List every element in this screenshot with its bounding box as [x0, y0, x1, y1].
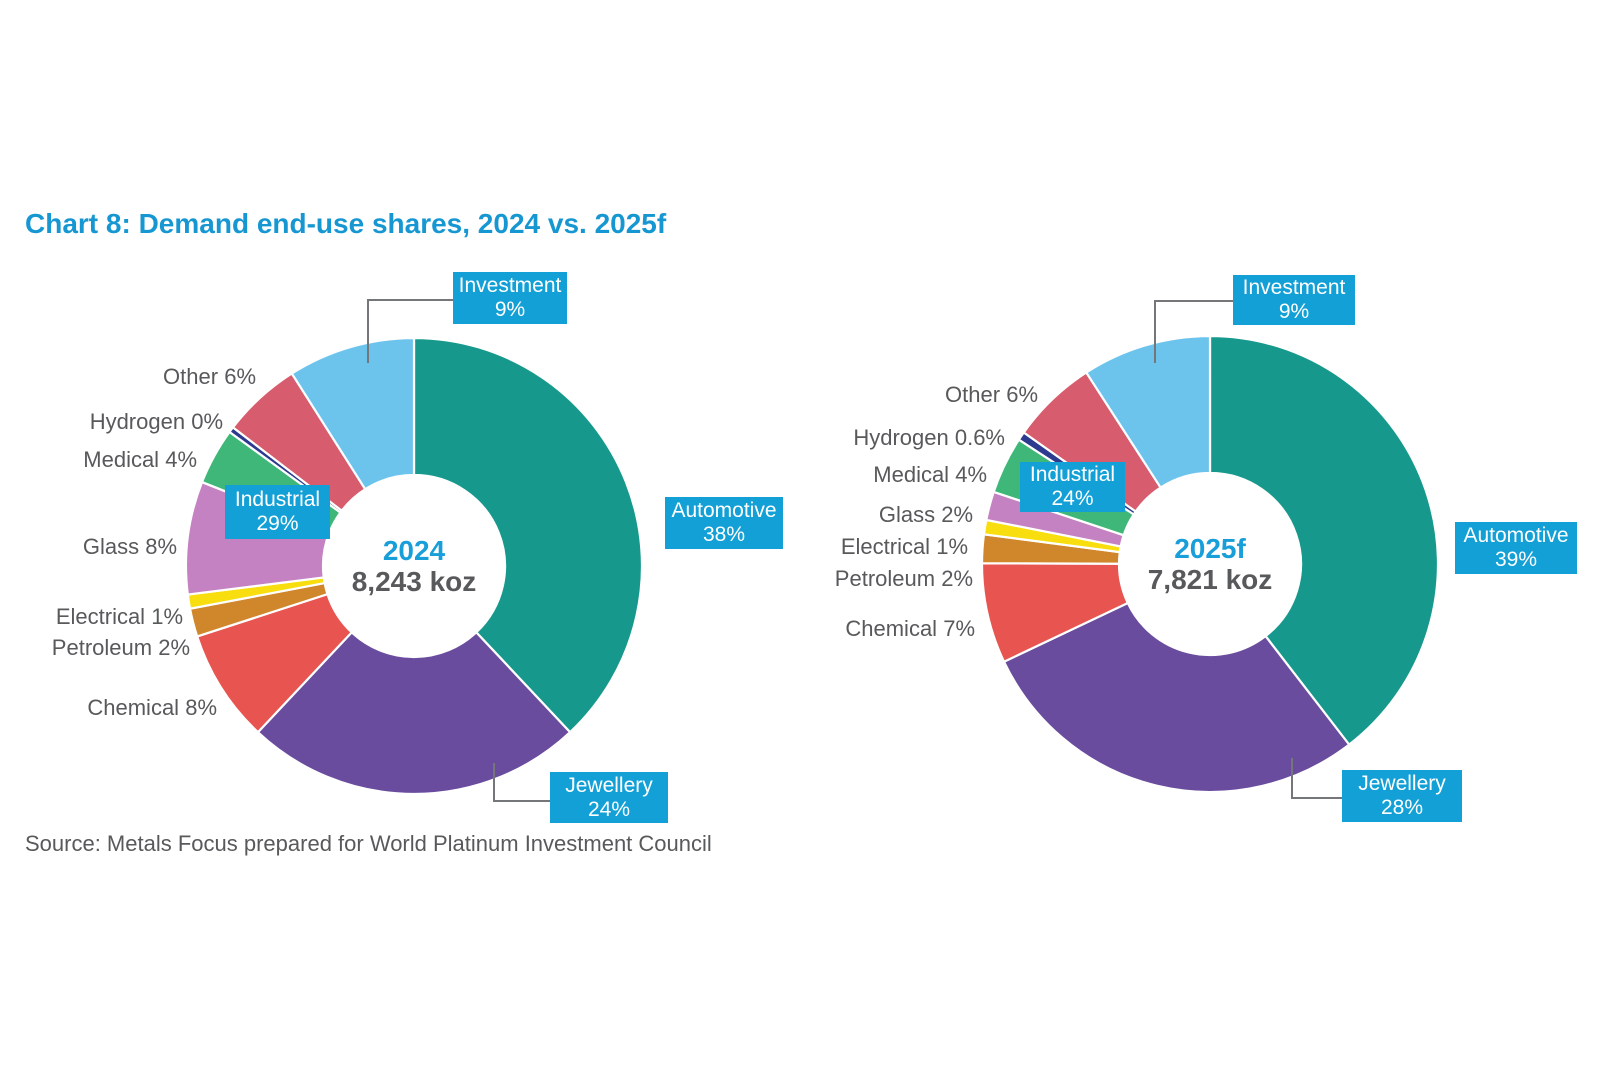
callout-name: Investment [1242, 276, 1346, 299]
callout-jewellery-2025f: Jewellery 28% [1342, 770, 1462, 822]
segment-name: Petroleum [51, 635, 153, 660]
segment-name: Petroleum [834, 566, 936, 591]
segment-pct: 1% [151, 604, 183, 629]
callout-industrial-2025f: Industrial 24% [1020, 462, 1125, 512]
segment-label-petroleum-2025f: Petroleum 2% [835, 566, 973, 592]
callout-investment-2024: Investment 9% [453, 272, 567, 324]
center-year-2025f: 2025f [1174, 533, 1246, 564]
segment-label-chemical-2024: Chemical 8% [87, 695, 217, 721]
callout-pct: 38% [702, 523, 746, 546]
callout-pct: 28% [1380, 796, 1424, 819]
segment-name: Other [163, 364, 219, 389]
donut-center-2024: 2024 8,243 koz [352, 535, 477, 597]
segment-pct: 6% [1006, 382, 1038, 407]
segment-pct: 1% [936, 534, 968, 559]
segment-pct: 0% [191, 409, 223, 434]
segment-name: Chemical [845, 616, 938, 641]
segment-pct: 8% [145, 534, 177, 559]
callout-investment-2025f: Investment 9% [1233, 275, 1355, 325]
slice-automotive-2024 [412, 336, 644, 734]
donut-center-2025f: 2025f 7,821 koz [1148, 533, 1273, 595]
center-total-2025f: 7,821 koz [1147, 564, 1273, 595]
segment-name: Hydrogen [853, 425, 949, 450]
segment-name: Hydrogen [89, 409, 186, 434]
segment-pct: 4% [955, 462, 987, 487]
callout-industrial-2024: Industrial 29% [225, 485, 330, 539]
segment-name: Medical [873, 462, 950, 487]
segment-pct: 0.6% [954, 425, 1005, 450]
segment-label-medical-2025f: Medical 4% [873, 462, 987, 488]
segment-pct: 6% [224, 364, 256, 389]
segment-label-hydrogen-2024: Hydrogen 0% [90, 409, 223, 435]
segment-name: Medical [83, 447, 160, 472]
segment-name: Chemical [87, 695, 180, 720]
callout-name: Jewellery [565, 773, 653, 797]
callout-pct: 9% [494, 298, 526, 321]
callout-jewellery-2024: Jewellery 24% [550, 772, 668, 823]
segment-label-chemical-2025f: Chemical 7% [845, 616, 975, 642]
segment-label-petroleum-2024: Petroleum 2% [52, 635, 190, 661]
segment-name: Other [945, 382, 1001, 407]
callout-name: Jewellery [1358, 772, 1446, 795]
segment-pct: 2% [941, 502, 973, 527]
slice-jewellery-2025f [1002, 601, 1351, 794]
segment-label-medical-2024: Medical 4% [83, 447, 197, 473]
callout-name: Industrial [234, 488, 321, 511]
donut-2024 [184, 336, 644, 796]
callout-pct: 24% [1051, 487, 1094, 510]
segment-label-glass-2024: Glass 8% [83, 534, 177, 560]
segment-label-hydrogen-2025f: Hydrogen 0.6% [853, 425, 1005, 451]
callout-pct: 24% [587, 797, 631, 821]
segment-label-electrical-2024: Electrical 1% [56, 604, 183, 630]
center-year-2024: 2024 [382, 535, 446, 566]
segment-label-glass-2025f: Glass 2% [879, 502, 973, 528]
callout-automotive-2025f: Automotive 39% [1455, 522, 1577, 574]
callout-name: Industrial [1029, 463, 1116, 486]
callout-pct: 29% [256, 512, 299, 535]
callout-name: Automotive [671, 499, 777, 522]
callout-pct: 9% [1278, 300, 1310, 323]
source-attribution: Source: Metals Focus prepared for World … [25, 831, 712, 856]
callout-pct: 39% [1494, 548, 1538, 571]
segment-label-other-2024: Other 6% [163, 364, 256, 390]
callout-automotive-2024: Automotive 38% [665, 497, 783, 549]
segment-name: Glass [82, 534, 140, 559]
callout-name: Automotive [1463, 524, 1569, 547]
segment-pct: 7% [943, 616, 975, 641]
segment-name: Electrical [840, 534, 931, 559]
chart-title: Chart 8: Demand end-use shares, 2024 vs.… [25, 208, 667, 239]
segment-pct: 2% [941, 566, 973, 591]
segment-pct: 4% [165, 447, 197, 472]
segment-pct: 2% [158, 635, 190, 660]
callout-name: Investment [458, 274, 562, 297]
segment-name: Glass [878, 502, 936, 527]
segment-label-other-2025f: Other 6% [945, 382, 1038, 408]
segment-pct: 8% [185, 695, 217, 720]
slice-automotive-2025f [1208, 334, 1440, 747]
slice-jewellery-2024 [256, 630, 572, 796]
segment-name: Electrical [55, 604, 146, 629]
center-total-2024: 8,243 koz [351, 566, 477, 597]
segment-label-electrical-2025f: Electrical 1% [841, 534, 968, 560]
